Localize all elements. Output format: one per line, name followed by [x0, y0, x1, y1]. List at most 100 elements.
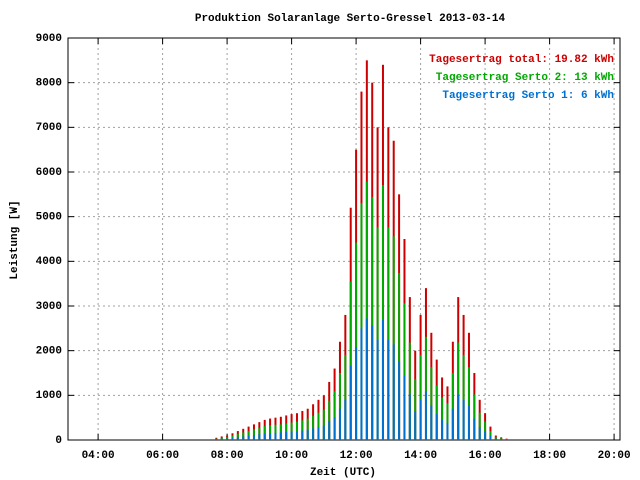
x-tick-label: 12:00 [340, 450, 373, 462]
bar [414, 411, 417, 440]
bar [317, 427, 320, 440]
legend-entry: Tagesertrag Serto 1: 6 kWh [442, 90, 614, 102]
bar [252, 429, 255, 440]
bar [344, 355, 347, 440]
bar [312, 415, 315, 440]
bar [306, 418, 309, 440]
bar [231, 437, 234, 440]
bar [220, 438, 223, 440]
x-tick-label: 18:00 [533, 450, 566, 462]
bar [446, 403, 449, 440]
bar [489, 435, 492, 440]
bar [263, 433, 266, 440]
bar [457, 394, 460, 440]
y-tick-label: 0 [55, 435, 62, 447]
bar [360, 328, 363, 440]
bar [322, 425, 325, 440]
y-tick-label: 7000 [36, 122, 62, 134]
bar [387, 227, 390, 440]
bar [408, 342, 411, 440]
bar [301, 420, 304, 440]
bar [398, 361, 401, 440]
bar [441, 419, 444, 440]
y-tick-label: 5000 [36, 212, 62, 224]
bar [236, 437, 239, 440]
bar [467, 405, 470, 440]
bar [349, 365, 352, 440]
y-tick-label: 1000 [36, 390, 62, 402]
x-tick-label: 06:00 [146, 450, 179, 462]
bar [295, 421, 298, 440]
bar [355, 347, 358, 440]
bar [376, 227, 379, 440]
bar [355, 242, 358, 440]
bar [226, 436, 229, 440]
plot-frame [67, 37, 621, 441]
bar [484, 421, 487, 440]
bar [290, 431, 293, 440]
y-tick-label: 8000 [36, 78, 62, 90]
bar [398, 272, 401, 440]
bar [451, 408, 454, 440]
bar [338, 373, 341, 440]
x-tick-label: 20:00 [598, 450, 631, 462]
bar [462, 399, 465, 440]
bar [328, 421, 331, 440]
bar [387, 339, 390, 440]
bar [285, 423, 288, 440]
legend-entry: Tagesertrag total: 19.82 kWh [429, 54, 614, 66]
bar [365, 318, 368, 440]
bar [349, 281, 352, 440]
bar [403, 375, 406, 440]
bar [279, 432, 282, 440]
bar [424, 391, 427, 440]
bar [242, 436, 245, 440]
y-axis-label: Leistung [W] [9, 200, 21, 279]
bar [462, 355, 465, 440]
bar [484, 431, 487, 440]
bar [446, 423, 449, 440]
bar [285, 431, 288, 440]
bar [338, 408, 341, 440]
y-tick-label: 9000 [36, 33, 62, 45]
bar [371, 325, 374, 440]
x-axis-label: Zeit (UTC) [310, 467, 376, 479]
bar [494, 438, 497, 440]
bar [344, 399, 347, 440]
bar [274, 432, 277, 440]
bar [376, 339, 379, 440]
bar [424, 336, 427, 440]
bar [295, 431, 298, 440]
bar [403, 303, 406, 440]
bar [435, 385, 438, 440]
bar [419, 355, 422, 440]
bar [451, 373, 454, 440]
bar [274, 424, 277, 440]
bar [392, 236, 395, 440]
bar [242, 432, 245, 440]
bar [317, 412, 320, 440]
bar [392, 344, 395, 440]
bar [333, 391, 336, 440]
bar [473, 418, 476, 440]
bar [333, 417, 336, 440]
bar [215, 439, 218, 440]
bar [258, 434, 261, 440]
bar [478, 427, 481, 440]
bar [381, 319, 384, 440]
bar [252, 435, 255, 440]
y-tick-label: 6000 [36, 167, 62, 179]
bar [478, 412, 481, 440]
x-tick-label: 14:00 [404, 450, 437, 462]
x-tick-label: 08:00 [211, 450, 244, 462]
bar [430, 405, 433, 440]
bar [381, 184, 384, 440]
x-tick-label: 04:00 [82, 450, 115, 462]
bar [371, 197, 374, 440]
bar [312, 428, 315, 440]
bar [430, 367, 433, 440]
bar [500, 439, 503, 440]
bar [258, 427, 261, 440]
y-tick-label: 2000 [36, 346, 62, 358]
